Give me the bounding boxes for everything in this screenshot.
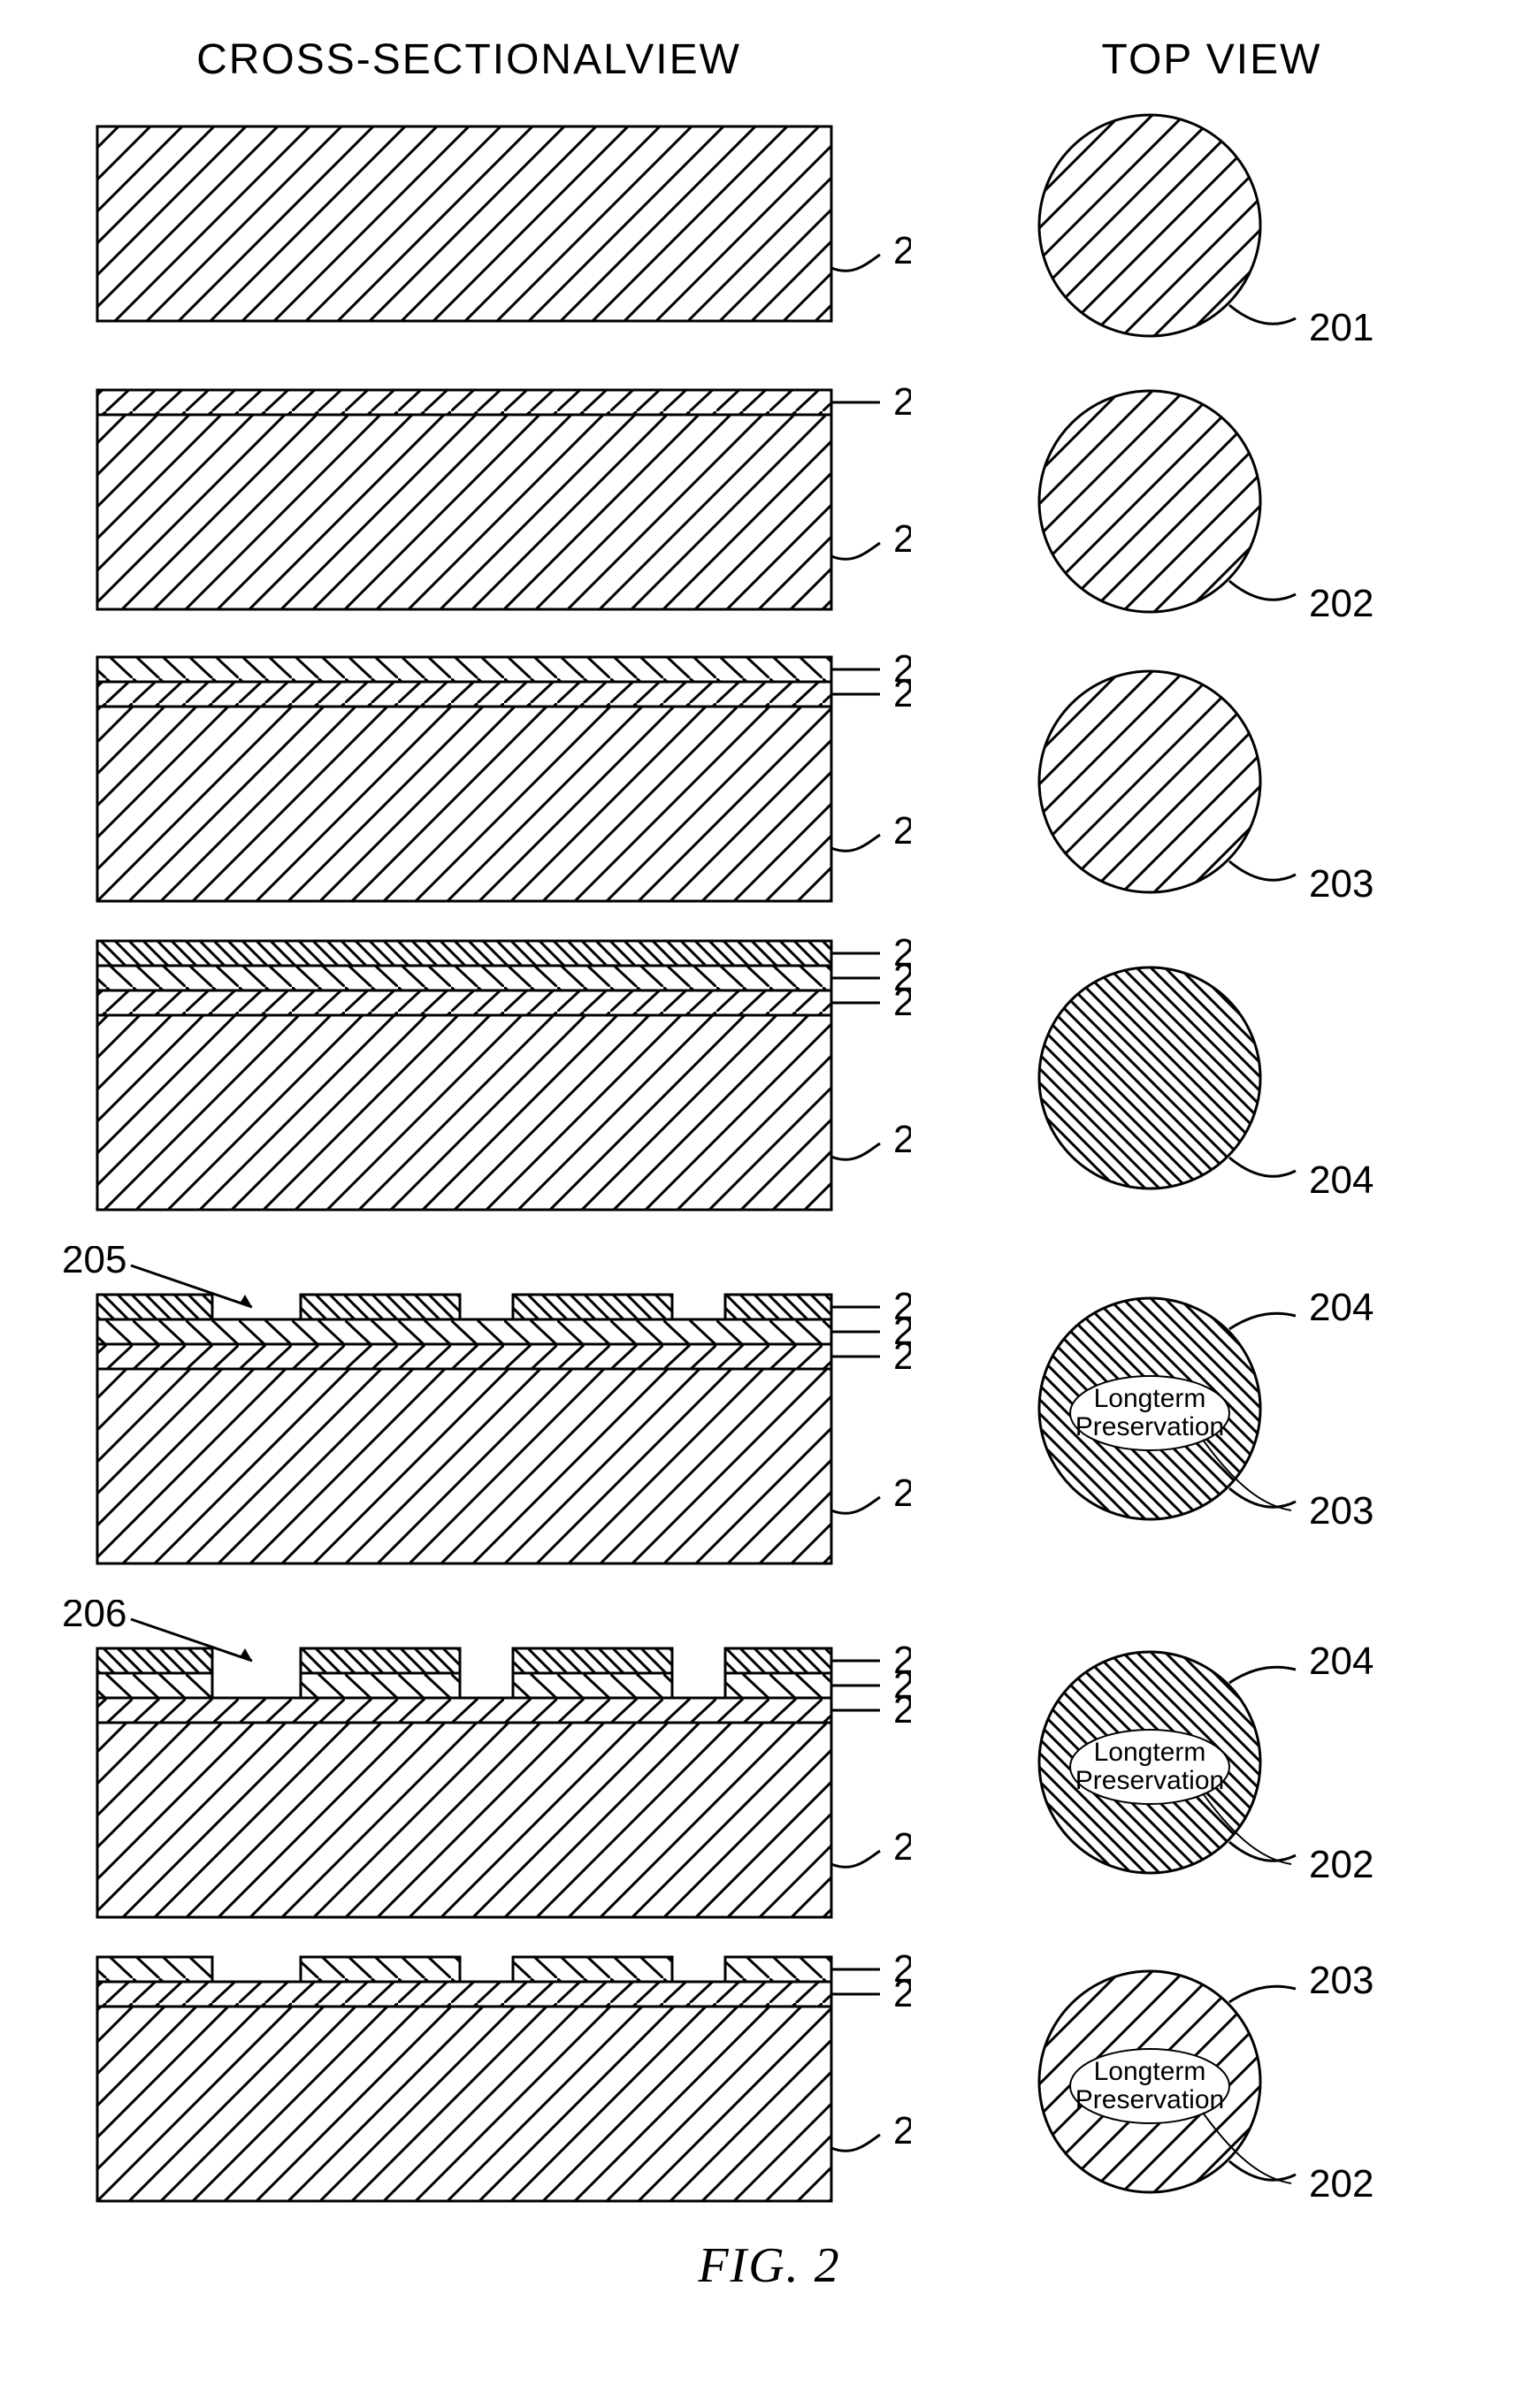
cross-section-r2: 202 201 bbox=[27, 386, 911, 613]
process-row-r3: 203 202 201 203 bbox=[27, 654, 1512, 909]
ref-label-203: 203 bbox=[1309, 1489, 1373, 1533]
header-cross-section: CROSS-SECTIONALVIEW bbox=[27, 35, 911, 84]
cross-col: 204 203 202 201 bbox=[27, 937, 911, 1218]
top-col: 203 bbox=[911, 658, 1512, 906]
ref-label-202: 202 bbox=[1309, 582, 1373, 625]
cross-col: 203 202 201 bbox=[27, 654, 911, 909]
cross-section-r4: 204 203 202 201 bbox=[27, 937, 911, 1213]
top-view-r2: 202 bbox=[911, 378, 1512, 625]
wafer-text-line1: Longterm bbox=[1094, 1384, 1206, 1413]
wafer-text-line2: Preservation bbox=[1075, 2085, 1224, 2114]
cross-section-r5: 205 204 203 202 201 bbox=[27, 1246, 911, 1567]
ref-label-202: 202 bbox=[893, 672, 911, 715]
top-view-r6: LongtermPreservation 204 202 bbox=[911, 1639, 1512, 1886]
cross-section-r7: 203 202 201 bbox=[27, 1953, 911, 2205]
process-row-r1: 201 201 bbox=[27, 102, 1512, 349]
cross-col: 205 204 203 202 201 bbox=[27, 1246, 911, 1571]
ref-label-201: 201 bbox=[893, 1118, 911, 1161]
ref-label-204: 204 bbox=[1309, 1286, 1373, 1329]
cross-section-r1: 201 bbox=[27, 123, 911, 325]
process-row-r2: 202 201 202 bbox=[27, 378, 1512, 625]
top-view-r5: LongtermPreservation 204 203 bbox=[911, 1285, 1512, 1533]
top-view-r3: 203 bbox=[911, 658, 1512, 906]
ref-label-201: 201 bbox=[893, 1825, 911, 1869]
ref-label-202: 202 bbox=[893, 1972, 911, 2015]
wafer-text-line2: Preservation bbox=[1075, 1766, 1224, 1795]
process-row-r7: 203 202 201 LongtermPreservation 203 202 bbox=[27, 1953, 1512, 2209]
top-col: LongtermPreservation 203 202 bbox=[911, 1958, 1512, 2205]
ref-label-201: 201 bbox=[893, 229, 911, 272]
top-col: LongtermPreservation 204 202 bbox=[911, 1639, 1512, 1886]
process-row-r4: 204 203 202 201 204 bbox=[27, 937, 1512, 1218]
ref-label-201: 201 bbox=[893, 2109, 911, 2152]
top-col: 204 bbox=[911, 954, 1512, 1202]
ref-label-203: 203 bbox=[1309, 862, 1373, 906]
ref-label-206: 206 bbox=[62, 1600, 126, 1635]
cross-col: 206 204 203 202 201 bbox=[27, 1600, 911, 1925]
wafer-text-line2: Preservation bbox=[1075, 1412, 1224, 1441]
cross-col: 203 202 201 bbox=[27, 1953, 911, 2209]
ref-label-204: 204 bbox=[1309, 1158, 1373, 1202]
ref-label-202: 202 bbox=[1309, 2162, 1373, 2205]
cross-col: 201 bbox=[27, 123, 911, 329]
rows-container: 201 201 202 201 bbox=[27, 102, 1512, 2209]
ref-label-201: 201 bbox=[893, 1472, 911, 1515]
ref-label-201: 201 bbox=[893, 517, 911, 561]
top-view-r4: 204 bbox=[911, 954, 1512, 1202]
ref-label-201: 201 bbox=[1309, 306, 1373, 349]
cross-col: 202 201 bbox=[27, 386, 911, 617]
ref-label-202: 202 bbox=[893, 1688, 911, 1731]
figure-caption: FIG. 2 bbox=[27, 2237, 1512, 2294]
wafer-text-line1: Longterm bbox=[1094, 2057, 1206, 2086]
ref-label-201: 201 bbox=[893, 809, 911, 852]
figure-container: CROSS-SECTIONALVIEW TOP VIEW 201 bbox=[27, 35, 1512, 2294]
ref-label-202: 202 bbox=[893, 1334, 911, 1378]
top-view-r7: LongtermPreservation 203 202 bbox=[911, 1958, 1512, 2205]
top-col: LongtermPreservation 204 203 bbox=[911, 1285, 1512, 1533]
ref-label-203: 203 bbox=[1309, 1959, 1373, 2002]
ref-label-202: 202 bbox=[893, 981, 911, 1024]
wafer-text-line1: Longterm bbox=[1094, 1738, 1206, 1767]
header-top-view: TOP VIEW bbox=[911, 35, 1512, 84]
ref-label-202: 202 bbox=[893, 386, 911, 424]
ref-label-204: 204 bbox=[1309, 1640, 1373, 1683]
cross-section-r3: 203 202 201 bbox=[27, 654, 911, 905]
process-row-r5: 205 204 203 202 201 LongtermPreservation… bbox=[27, 1246, 1512, 1571]
top-col: 202 bbox=[911, 378, 1512, 625]
column-headers: CROSS-SECTIONALVIEW TOP VIEW bbox=[27, 35, 1512, 84]
ref-label-205: 205 bbox=[62, 1246, 126, 1281]
process-row-r6: 206 204 203 202 201 LongtermPreservation… bbox=[27, 1600, 1512, 1925]
top-view-r1: 201 bbox=[911, 102, 1512, 349]
ref-label-202: 202 bbox=[1309, 1843, 1373, 1886]
top-col: 201 bbox=[911, 102, 1512, 349]
cross-section-r6: 206 204 203 202 201 bbox=[27, 1600, 911, 1921]
